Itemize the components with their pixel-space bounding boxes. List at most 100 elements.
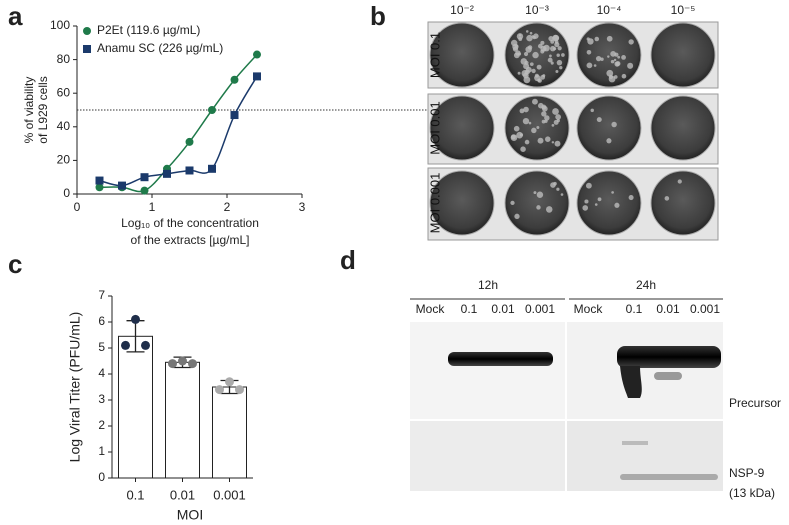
y-axis-label: Log Viral Titer (PFU/mL) [67,312,83,463]
plaque [525,46,532,53]
band [448,352,553,366]
x-tick-label: 3 [299,200,306,214]
group-label: 12h [478,278,498,292]
x-axis-label: MOI [177,507,203,523]
plaque [550,39,555,44]
lane-label: 0.01 [491,302,515,316]
plaque [517,71,521,75]
plaque [594,203,598,206]
lane-label: Mock [574,302,604,316]
plaque [532,98,538,105]
plaque [586,62,593,69]
plaque [586,49,592,55]
row-label: MOI 0.01 [427,101,442,154]
point [185,166,194,175]
replicate-point [235,385,244,395]
plaque [516,33,524,40]
plaque [586,37,590,41]
dilution-label: 10⁻² [450,3,474,17]
y-tick-label: 40 [57,119,71,133]
point [230,75,239,84]
y-tick-label: 60 [57,85,71,99]
plaque [523,106,529,113]
dilution-label: 10⁻³ [525,3,549,17]
plaque [621,73,627,79]
lane-label: 0.1 [626,302,643,316]
plaque [532,51,539,59]
point [118,181,126,190]
blot [410,421,565,491]
plaque [556,187,560,191]
plaque [519,133,524,137]
plaque [519,108,525,114]
panel-label: c [8,249,22,279]
plaque [606,69,614,77]
x-tick-label: 0.1 [126,487,144,502]
plaque [600,57,604,61]
y-tick-label: 0 [98,470,105,484]
well [576,22,642,88]
plaque [510,134,516,140]
plaque [553,119,559,125]
plaque [614,52,619,57]
plaque [522,117,530,125]
lane-label: Mock [416,302,446,316]
plaque [547,57,553,63]
plaque [545,206,553,213]
row-label: MOI 0.1 [427,32,442,78]
plaque [590,108,594,113]
plaque [531,127,537,134]
plaque [536,191,544,198]
plaque [520,146,526,152]
well [429,170,495,236]
plaque [543,44,550,52]
replicate-point [121,340,130,350]
plaque [621,55,626,60]
plaque [677,179,682,184]
plaque [561,53,565,57]
plaque [615,61,621,67]
y-tick-label: 20 [57,153,71,167]
panel-label: d [340,245,356,275]
plaque [559,65,563,70]
y-tick-label: 7 [98,288,105,302]
row-label: MOI 0.001 [427,173,442,234]
point [253,72,261,81]
plaque [551,141,555,144]
plaque [532,36,536,40]
group-label: 24h [636,278,656,292]
legend-marker [83,45,91,53]
plaque [544,119,548,123]
plaque [552,108,559,115]
plaque [536,64,542,70]
blot [567,322,723,419]
fit-line [99,76,258,187]
plaque [541,105,548,112]
plaque [553,47,557,51]
plaque [552,34,559,42]
plaque [556,59,563,66]
plaque [525,30,529,33]
plaque [585,182,592,189]
band [654,372,682,380]
y-tick-label: 80 [57,52,71,66]
plaque [560,193,564,196]
plaque [540,40,545,45]
y-tick-label: 6 [98,314,105,328]
well [429,22,495,88]
y-axis-label: of L929 cells [36,76,50,143]
plaque [614,202,620,208]
plaque [613,58,617,62]
panel-label: a [8,1,23,31]
y-tick-label: 2 [98,418,105,432]
lane-label: 0.1 [461,302,478,316]
plaque [536,126,540,130]
plaque [610,59,615,64]
plaque [541,111,547,117]
plaque [529,31,533,35]
legend-marker [83,27,91,35]
plaque [551,124,555,127]
point [208,106,216,114]
point [208,164,216,173]
band-label: Precursor [729,396,781,410]
